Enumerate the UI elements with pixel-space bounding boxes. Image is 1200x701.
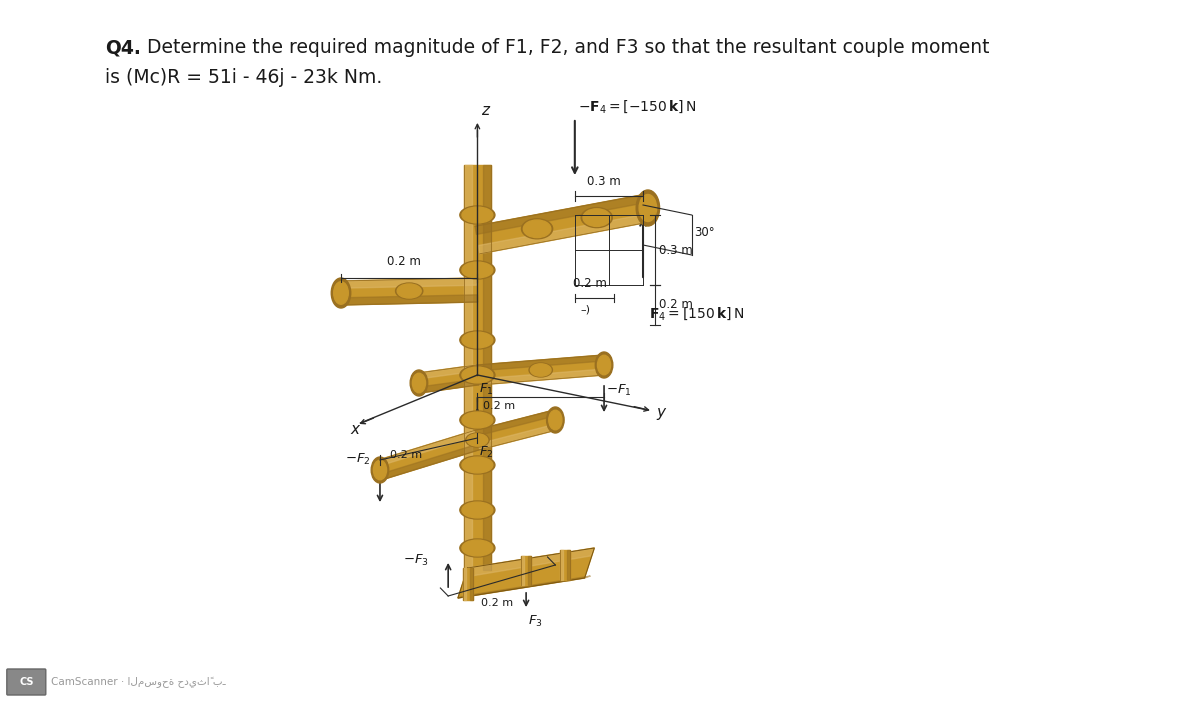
Polygon shape xyxy=(521,556,524,585)
Text: $-\mathbf{F}_4 = [-150\,\mathbf{k}]\,\mathrm{N}$: $-\mathbf{F}_4 = [-150\,\mathbf{k}]\,\ma… xyxy=(577,98,696,115)
Text: $F_1$: $F_1$ xyxy=(479,382,494,397)
Ellipse shape xyxy=(396,283,422,299)
Ellipse shape xyxy=(595,352,613,378)
Polygon shape xyxy=(341,295,478,305)
Polygon shape xyxy=(458,576,590,598)
Ellipse shape xyxy=(410,370,427,396)
Ellipse shape xyxy=(371,457,389,483)
Text: 0.2 m: 0.2 m xyxy=(659,299,692,311)
Polygon shape xyxy=(475,194,647,235)
Ellipse shape xyxy=(460,539,494,557)
Ellipse shape xyxy=(334,282,348,304)
Polygon shape xyxy=(475,410,554,436)
Polygon shape xyxy=(475,410,558,450)
FancyBboxPatch shape xyxy=(7,669,46,695)
Polygon shape xyxy=(479,214,650,254)
Polygon shape xyxy=(476,355,605,385)
Ellipse shape xyxy=(460,366,494,384)
Ellipse shape xyxy=(523,220,551,238)
Ellipse shape xyxy=(462,502,493,518)
Ellipse shape xyxy=(460,331,494,349)
Polygon shape xyxy=(463,568,466,600)
Ellipse shape xyxy=(462,332,493,348)
Ellipse shape xyxy=(331,278,350,308)
Ellipse shape xyxy=(546,407,564,433)
Text: $-F_3$: $-F_3$ xyxy=(403,553,428,568)
Ellipse shape xyxy=(397,284,421,298)
Ellipse shape xyxy=(462,457,493,473)
Polygon shape xyxy=(560,550,563,580)
Polygon shape xyxy=(341,278,478,288)
Text: Determine the required magnitude of F1, F2, and F3 so that the resultant couple : Determine the required magnitude of F1, … xyxy=(142,38,990,57)
Polygon shape xyxy=(341,278,478,305)
Polygon shape xyxy=(377,430,476,466)
Ellipse shape xyxy=(548,410,562,430)
Text: 0.2 m: 0.2 m xyxy=(481,598,514,608)
Polygon shape xyxy=(479,424,558,450)
Ellipse shape xyxy=(466,433,490,447)
Text: x: x xyxy=(350,421,360,437)
Ellipse shape xyxy=(373,461,386,479)
Polygon shape xyxy=(521,556,530,585)
Ellipse shape xyxy=(413,373,426,393)
Text: CamScanner · المسوحة حديثاً بـ: CamScanner · المسوحة حديثاً بـ xyxy=(50,676,226,688)
Polygon shape xyxy=(420,379,479,393)
Polygon shape xyxy=(377,430,480,479)
Text: $-F_1$: $-F_1$ xyxy=(606,383,631,398)
Text: 0.2 m: 0.2 m xyxy=(390,450,422,460)
Polygon shape xyxy=(463,165,472,570)
Ellipse shape xyxy=(460,261,494,279)
Polygon shape xyxy=(528,556,530,585)
Polygon shape xyxy=(468,548,594,576)
Ellipse shape xyxy=(467,434,487,446)
Polygon shape xyxy=(418,365,476,379)
Text: $F_3$: $F_3$ xyxy=(528,614,542,629)
Text: Q4.: Q4. xyxy=(106,38,142,57)
Ellipse shape xyxy=(462,412,493,428)
Ellipse shape xyxy=(460,456,494,474)
Text: 0.2 m: 0.2 m xyxy=(574,277,607,290)
Polygon shape xyxy=(568,550,570,580)
Ellipse shape xyxy=(462,367,493,383)
Ellipse shape xyxy=(462,262,493,278)
Ellipse shape xyxy=(462,540,493,556)
Text: –): –) xyxy=(581,304,590,314)
Ellipse shape xyxy=(583,209,611,226)
Polygon shape xyxy=(469,568,473,600)
Ellipse shape xyxy=(460,411,494,429)
Polygon shape xyxy=(478,369,605,385)
Text: is (Mc)R = 51i - 46j - 23k Nm.: is (Mc)R = 51i - 46j - 23k Nm. xyxy=(106,68,383,87)
Ellipse shape xyxy=(522,219,553,239)
Polygon shape xyxy=(463,165,491,570)
Text: 0.3 m: 0.3 m xyxy=(587,175,620,188)
Ellipse shape xyxy=(529,363,552,377)
Ellipse shape xyxy=(636,190,660,226)
Polygon shape xyxy=(418,365,479,393)
Polygon shape xyxy=(463,568,473,600)
Text: 0.2 m: 0.2 m xyxy=(388,255,421,268)
Ellipse shape xyxy=(460,206,494,224)
Ellipse shape xyxy=(460,501,494,519)
Ellipse shape xyxy=(530,364,551,376)
Polygon shape xyxy=(482,165,491,570)
Polygon shape xyxy=(476,355,604,371)
Text: $F_2$: $F_2$ xyxy=(479,445,494,460)
Ellipse shape xyxy=(598,355,611,375)
Text: $\mathbf{F}_4 = [150\,\mathbf{k}]\,\mathrm{N}$: $\mathbf{F}_4 = [150\,\mathbf{k}]\,\math… xyxy=(649,305,744,322)
Ellipse shape xyxy=(640,194,656,222)
Text: y: y xyxy=(656,405,666,421)
Polygon shape xyxy=(475,194,650,254)
Text: 30°: 30° xyxy=(694,226,714,238)
Text: z: z xyxy=(481,103,490,118)
Ellipse shape xyxy=(462,207,493,223)
Polygon shape xyxy=(458,548,594,598)
Polygon shape xyxy=(382,444,480,479)
Text: 0.2 m: 0.2 m xyxy=(484,401,515,411)
Polygon shape xyxy=(560,550,570,580)
Text: 0.3 m: 0.3 m xyxy=(659,243,692,257)
Text: $-F_2$: $-F_2$ xyxy=(344,452,371,467)
Ellipse shape xyxy=(581,207,612,228)
Text: CS: CS xyxy=(19,677,34,687)
